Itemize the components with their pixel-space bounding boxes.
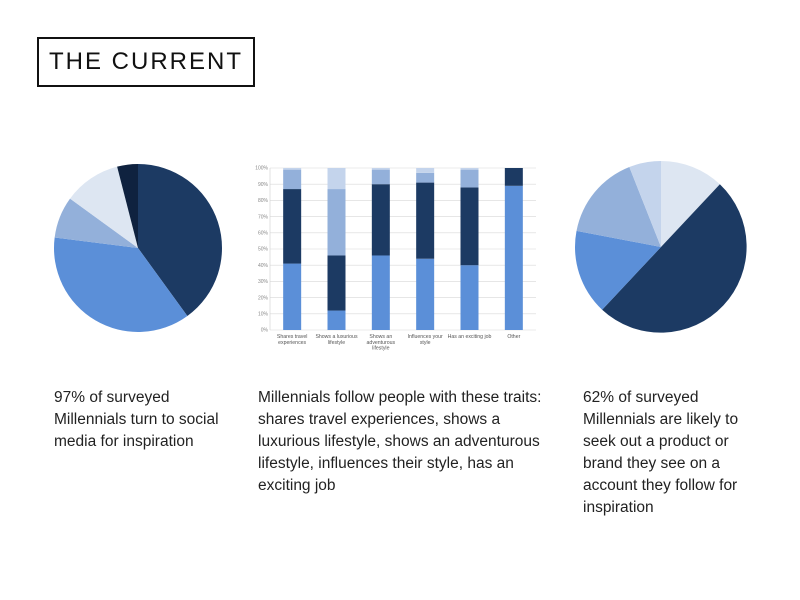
stacked-bar-chart-traits: 0% 10% 20% 30% 40% 50% 60% 70% 80% 90% 100% Shares …: [255, 166, 536, 352]
pie-left-slice-0: [138, 164, 222, 316]
bar-5-segment-0: [504, 185, 523, 330]
y-tick-label-9: 90%: [258, 182, 269, 188]
bar-3-segment-1: [416, 182, 435, 259]
bar-2-segment-3: [371, 168, 390, 170]
y-tick-label-4: 40%: [258, 263, 269, 269]
y-tick-label-7: 70%: [258, 214, 269, 220]
pie-right-slice-4: [629, 161, 661, 247]
bar-1-segment-2: [327, 189, 346, 256]
y-tick-label-8: 80%: [258, 198, 269, 204]
caption-left: 97% of surveyed Millennials turn to soci…: [54, 389, 219, 450]
pie-left-slice-2: [54, 198, 138, 248]
bar-0-segment-2: [283, 169, 302, 190]
bar-3-segment-3: [416, 168, 435, 173]
pie-chart-product-seek: [574, 161, 747, 333]
pie-left-slice-4: [117, 164, 138, 248]
pie-left-slice-3: [70, 166, 138, 248]
x-category-label-1-line-0: Shows a luxurious: [315, 334, 358, 340]
x-category-label-1-line-1: lifestyle: [328, 340, 345, 346]
y-tick-label-6: 60%: [258, 231, 269, 237]
bar-4-segment-2: [460, 169, 479, 188]
bar-4-segment-0: [460, 265, 479, 330]
pie-right-slice-3: [576, 167, 661, 247]
bar-4-segment-1: [460, 187, 479, 266]
pie-right-slice-1: [602, 184, 747, 333]
x-category-label-0-line-1: experiences: [278, 340, 306, 346]
y-tick-label-2: 20%: [258, 295, 269, 301]
bar-2-segment-0: [371, 255, 390, 330]
x-category-label-3-line-0: Influences your: [408, 334, 443, 340]
page-title: THE CURRENT: [49, 48, 243, 75]
y-tick-label-10: 100%: [255, 166, 268, 172]
y-tick-label-3: 30%: [258, 279, 269, 285]
y-tick-label-5: 50%: [258, 247, 269, 253]
x-category-label-2-line-2: lifestyle: [372, 346, 389, 352]
pie-chart-social-media: [53, 164, 222, 333]
pie-right-slice-2: [574, 230, 661, 310]
bar-4-segment-3: [460, 168, 479, 170]
x-category-label-2-line-0: Shows an: [369, 334, 392, 340]
bar-0-segment-3: [283, 168, 302, 170]
x-category-label-0-line-0: Shares travel: [277, 334, 308, 340]
x-category-label-5-line-0: Other: [507, 334, 520, 340]
caption-right: 62% of surveyed Millennials are likely t…: [583, 389, 739, 516]
title-box: THE CURRENT: [37, 37, 255, 87]
y-tick-label-0: 0%: [261, 328, 269, 334]
x-category-label-4-line-0: Has an exciting job: [448, 334, 492, 340]
x-category-label-3-line-1: style: [420, 340, 431, 346]
caption-middle: Millennials follow people with these tra…: [258, 389, 542, 494]
bar-0-segment-0: [283, 263, 302, 330]
pie-left-slice-1: [53, 237, 188, 333]
y-tick-label-1: 10%: [258, 312, 269, 318]
bar-1-segment-1: [327, 255, 346, 311]
x-category-label-2-line-1: adventurous: [367, 340, 396, 346]
bar-1-segment-3: [327, 168, 346, 190]
pie-right-slice-0: [661, 161, 720, 247]
bar-2-segment-2: [371, 169, 390, 185]
bar-3-segment-2: [416, 172, 435, 183]
bar-0-segment-1: [283, 189, 302, 264]
bar-2-segment-1: [371, 184, 390, 256]
bar-1-segment-0: [327, 310, 346, 330]
bar-3-segment-0: [416, 258, 435, 330]
bar-5-segment-1: [504, 168, 523, 186]
